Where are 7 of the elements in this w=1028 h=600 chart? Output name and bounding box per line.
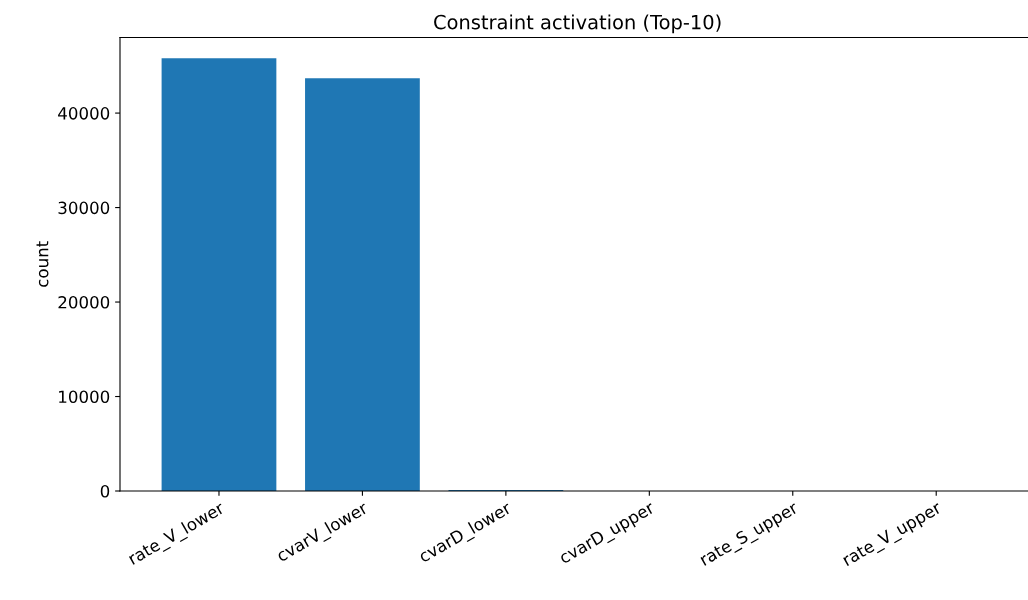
y-tick-label: 20000 xyxy=(58,296,110,309)
y-tick-label: 30000 xyxy=(58,201,110,215)
y-tick-label: 40000 xyxy=(58,107,110,120)
y-tick-label: 0 xyxy=(100,484,110,498)
y-axis-title: count xyxy=(36,241,49,287)
chart-title: Constraint activation (Top-10) xyxy=(434,14,721,34)
y-tick-label: 10000 xyxy=(59,390,110,404)
